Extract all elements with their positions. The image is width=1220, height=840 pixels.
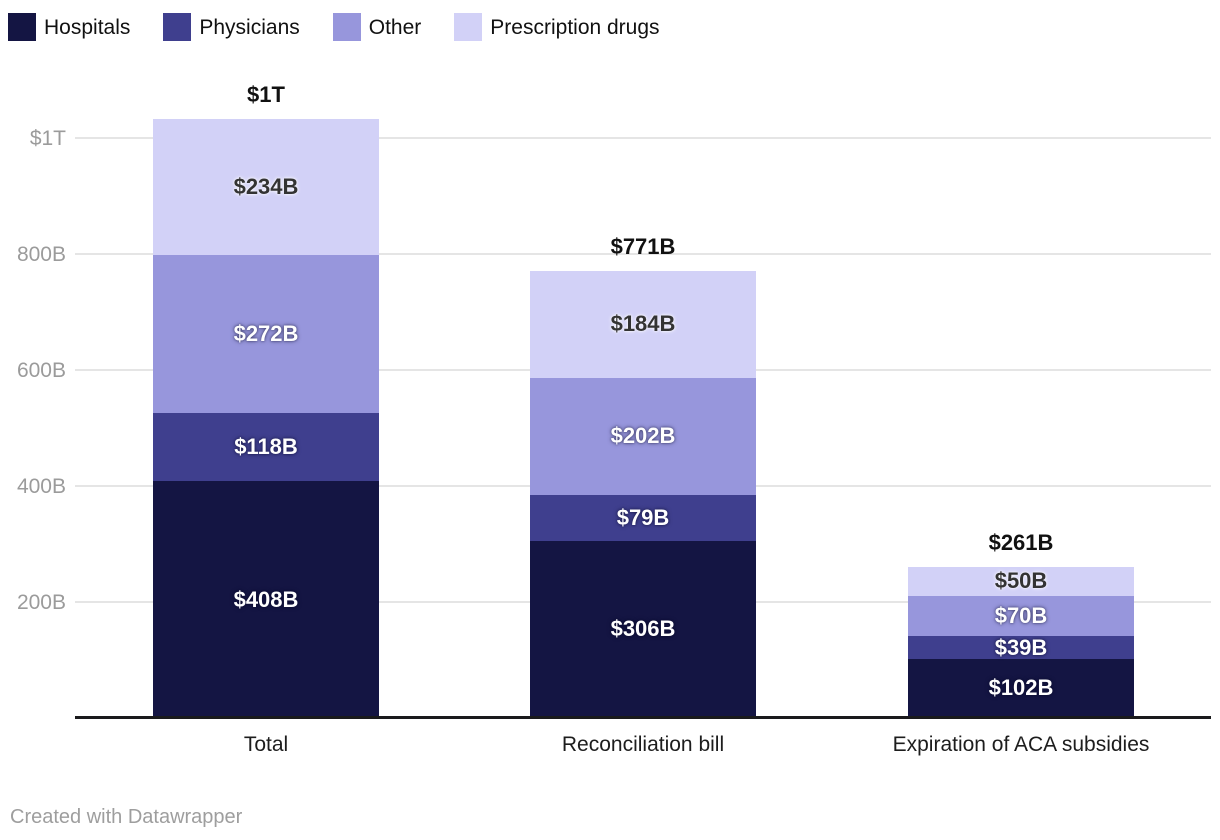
bar-segment-other-expiration-of-aca-subsidies[interactable]: $70B: [908, 595, 1134, 637]
y-tick-label: 200B: [16, 591, 66, 614]
bar-segment-hospitals-expiration-of-aca-subsidies[interactable]: $102B: [908, 658, 1134, 718]
segment-value-label: $234B: [233, 174, 299, 200]
bar-segment-other-reconciliation-bill[interactable]: $202B: [530, 377, 756, 495]
segment-value-label: $39B: [994, 634, 1048, 660]
segment-value-label: $272B: [233, 321, 299, 347]
legend-item-other: Other: [332, 13, 422, 41]
x-axis-category-label-expiration-of-aca-subsidies: Expiration of ACA subsidies: [892, 733, 1150, 756]
bar-segment-physicians-expiration-of-aca-subsidies[interactable]: $39B: [908, 636, 1134, 659]
segment-value-label: $50B: [994, 568, 1048, 594]
segment-value-label: $202B: [610, 423, 676, 449]
bar-segment-physicians-total[interactable]: $118B: [153, 412, 379, 482]
prescription-drugs-swatch-icon: [454, 13, 483, 41]
gridline-800: [75, 253, 1211, 255]
legend-item-prescription-drugs: Prescription drugs: [454, 13, 660, 41]
segment-value-label: $306B: [610, 616, 676, 642]
legend-item-label: Physicians: [199, 15, 300, 39]
bar-segment-prescription-drugs-expiration-of-aca-subsidies[interactable]: $50B: [908, 566, 1134, 596]
bar-segment-physicians-reconciliation-bill[interactable]: $79B: [530, 494, 756, 541]
legend-item-label: Hospitals: [44, 15, 131, 39]
bar-segment-prescription-drugs-reconciliation-bill[interactable]: $184B: [530, 270, 756, 378]
bar-segment-prescription-drugs-total[interactable]: $234B: [153, 119, 379, 256]
datawrapper-attribution-link[interactable]: Created with Datawrapper: [10, 806, 243, 828]
hospitals-swatch-icon: [8, 13, 36, 41]
y-tick-label: 800B: [16, 243, 66, 266]
segment-value-label: $408B: [233, 586, 299, 612]
legend: Hospitals Physicians Other Prescription dru…: [8, 13, 660, 41]
legend-item-label: Other: [368, 15, 422, 39]
gridline-1000: [75, 137, 1211, 139]
bar-segment-hospitals-total[interactable]: $408B: [153, 481, 379, 718]
segment-value-label: $118B: [234, 434, 298, 460]
bar-total-label-expiration-of-aca-subsidies: $261B: [988, 529, 1054, 555]
y-tick-label: 600B: [16, 359, 66, 382]
x-axis-line: [75, 716, 1211, 719]
bar-segment-hospitals-reconciliation-bill[interactable]: $306B: [530, 540, 756, 718]
legend-item-physicians: Physicians: [163, 13, 300, 41]
physicians-swatch-icon: [163, 13, 192, 41]
segment-value-label: $184B: [610, 311, 676, 337]
legend-item-label: Prescription drugs: [490, 15, 660, 39]
bar-total-label-reconciliation-bill: $771B: [610, 233, 676, 259]
y-tick-label: 400B: [16, 475, 66, 498]
bar-total-label-total: $1T: [247, 82, 285, 108]
x-axis-category-label-reconciliation-bill: Reconciliation bill: [561, 733, 725, 756]
segment-value-label: $70B: [994, 602, 1048, 628]
y-tick-label: $1T: [29, 127, 66, 150]
legend-item-hospitals: Hospitals: [8, 13, 130, 41]
other-swatch-icon: [332, 13, 361, 41]
segment-value-label: $102B: [988, 675, 1054, 701]
bar-segment-other-total[interactable]: $272B: [153, 255, 379, 413]
x-axis-category-label-total: Total: [243, 733, 289, 756]
segment-value-label: $79B: [616, 504, 670, 530]
